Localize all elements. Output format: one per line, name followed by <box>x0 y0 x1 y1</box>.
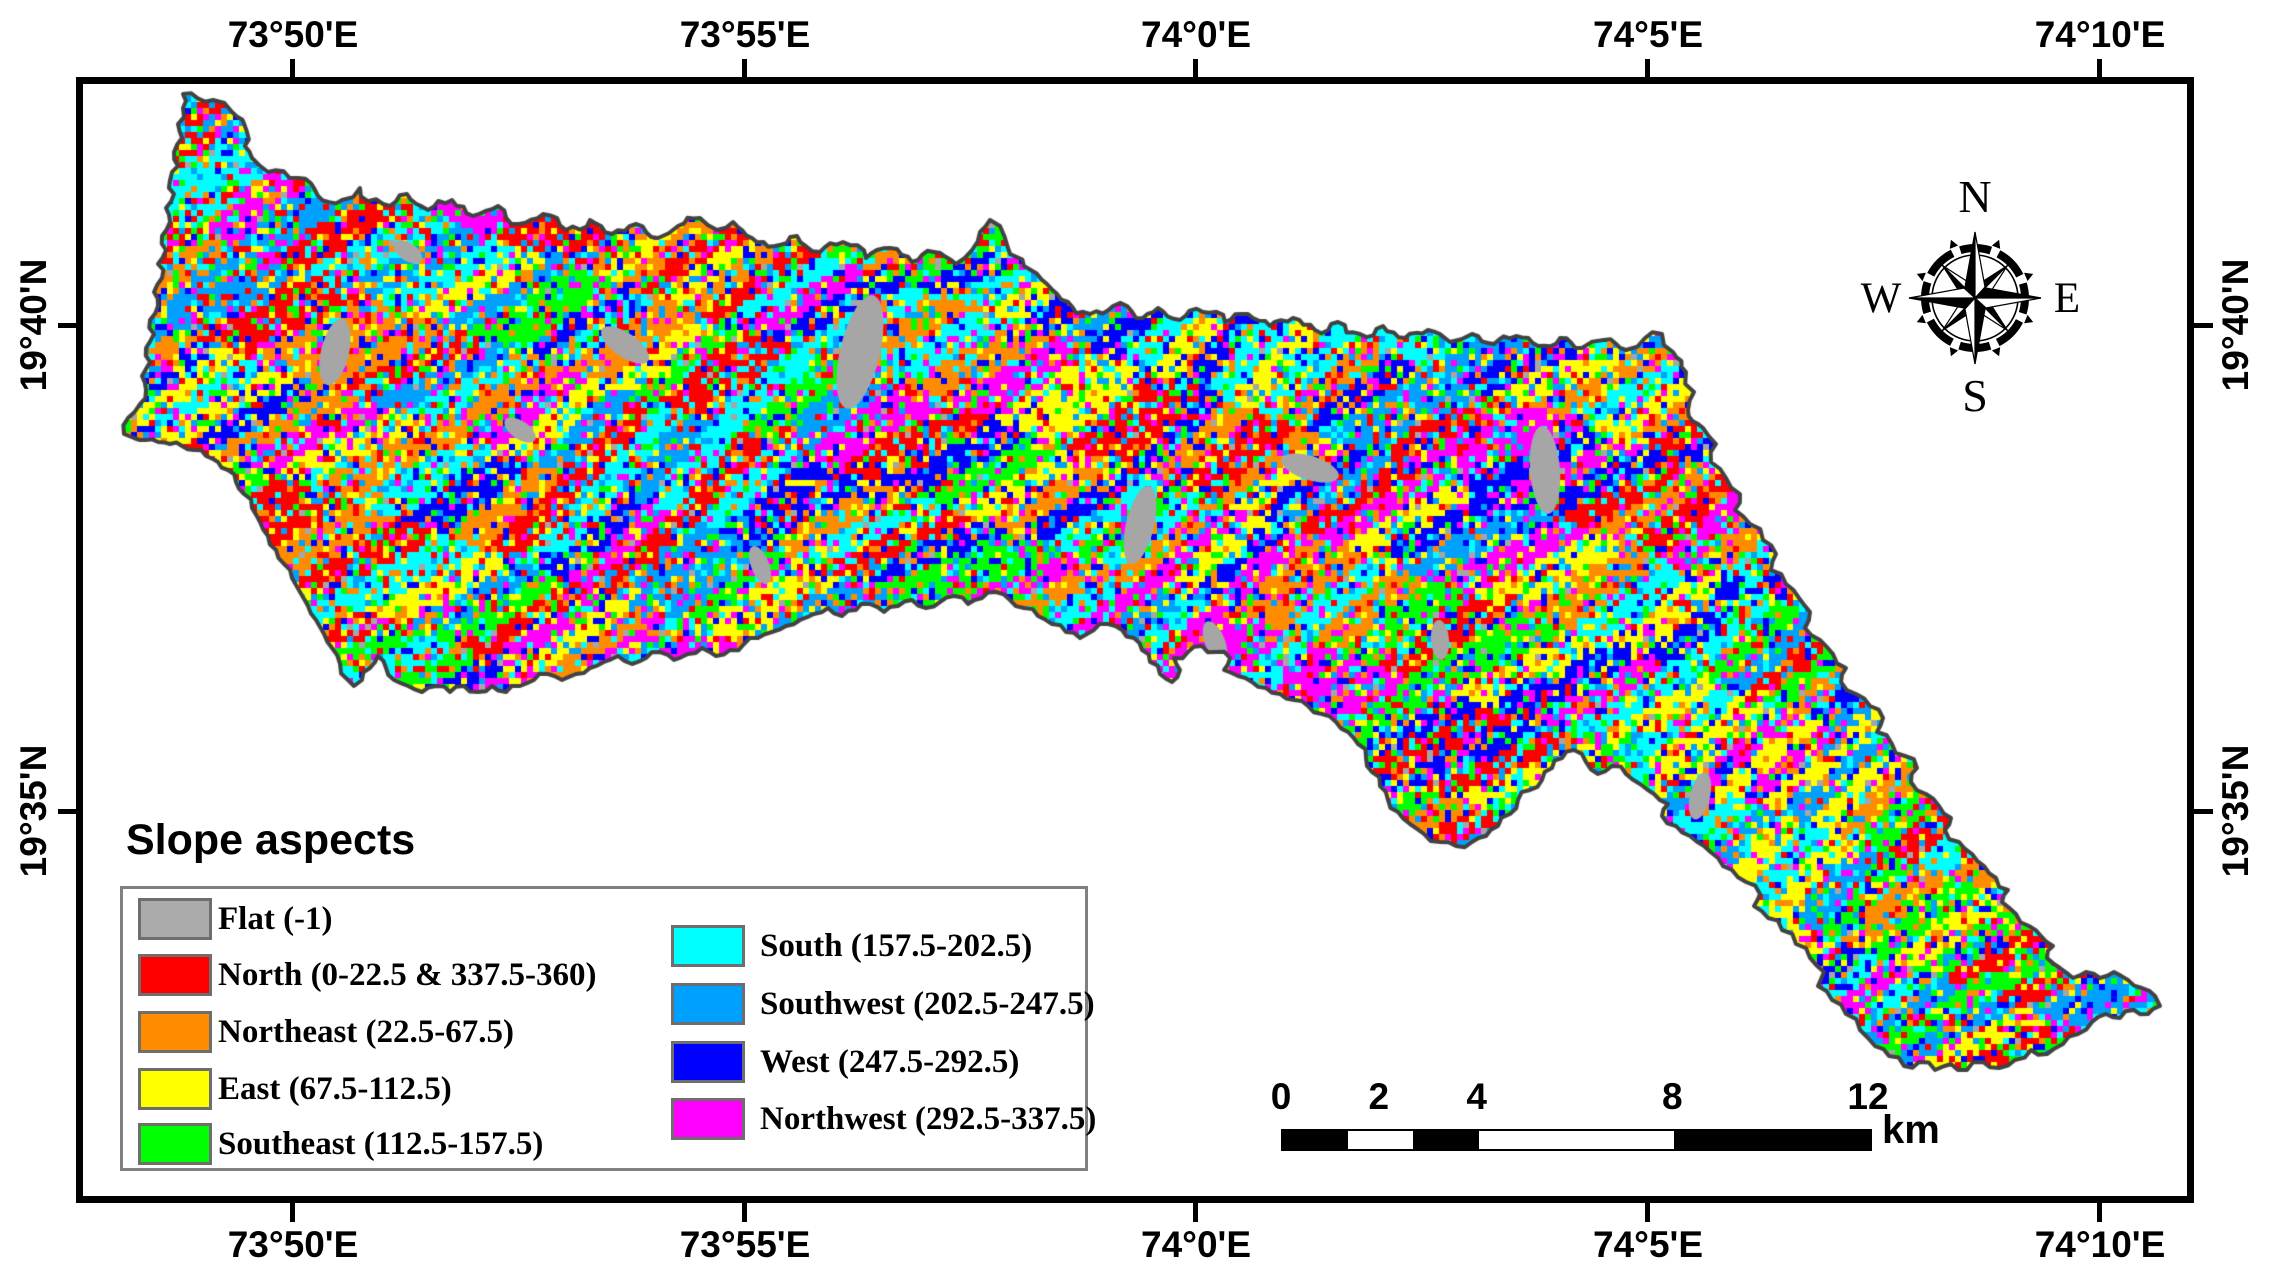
legend-title: Slope aspects <box>126 816 416 864</box>
legend-label-southeast: Southeast (112.5-157.5) <box>218 1126 544 1162</box>
legend-swatch-southeast <box>138 1123 212 1165</box>
lon-label-top: 74°10'E <box>2034 14 2166 55</box>
legend-swatch-south <box>671 925 745 967</box>
tick-mark <box>2194 323 2213 328</box>
tick-mark <box>1193 1203 1198 1222</box>
lon-label-top: 73°55'E <box>679 14 811 55</box>
legend-box: Flat (-1) North (0-22.5 & 337.5-360) Nor… <box>120 886 1096 1171</box>
scalebar-segment <box>1413 1131 1479 1149</box>
tick-mark <box>58 323 77 328</box>
scalebar-number: 0 <box>1270 1076 1292 1117</box>
scalebar-unit: km <box>1882 1108 1940 1152</box>
compass-rose: N S E W <box>1861 174 2080 421</box>
scalebar-segment <box>1348 1131 1414 1149</box>
scalebar-bar <box>1281 1129 1872 1151</box>
legend-label-north: North (0-22.5 & 337.5-360) <box>218 957 597 993</box>
scalebar: 0 2 4 8 12 <box>1271 1076 1889 1156</box>
compass-label-south: S <box>1962 370 1988 421</box>
legend-label-southwest: Southwest (202.5-247.5) <box>760 986 1095 1022</box>
lon-label-bottom: 74°5'E <box>1592 1224 1704 1265</box>
lon-label-bottom: 73°50'E <box>227 1224 359 1265</box>
compass-label-north: N <box>1958 174 1991 222</box>
legend-swatch-southwest <box>671 983 745 1025</box>
lon-label-top: 73°50'E <box>227 14 359 55</box>
legend-swatch-north <box>138 954 212 996</box>
tick-mark <box>742 1203 747 1222</box>
scalebar-number: 4 <box>1466 1076 1487 1117</box>
scalebar-number: 8 <box>1662 1076 1683 1117</box>
scalebar-number: 12 <box>1847 1076 1889 1117</box>
scalebar-number: 2 <box>1368 1076 1390 1117</box>
lat-label-left: 19°35'N <box>13 744 54 878</box>
scalebar-segment <box>1283 1131 1349 1149</box>
legend-swatch-northeast <box>138 1011 212 1053</box>
scalebar-segment <box>1674 1131 1870 1149</box>
lon-label-bottom: 74°10'E <box>2034 1224 2166 1265</box>
lat-label-right: 19°35'N <box>2215 744 2256 878</box>
tick-mark <box>290 59 295 78</box>
tick-mark <box>1645 1203 1650 1222</box>
tick-mark <box>58 809 77 814</box>
compass-label-west: W <box>1861 275 1902 322</box>
tick-mark <box>2097 59 2102 78</box>
lat-label-left: 19°40'N <box>13 258 54 392</box>
tick-mark <box>1193 59 1198 78</box>
scalebar-segment <box>1478 1131 1675 1149</box>
legend-label-east: East (67.5-112.5) <box>218 1071 452 1107</box>
lon-label-bottom: 74°0'E <box>1140 1224 1252 1265</box>
lon-label-top: 74°0'E <box>1140 14 1252 55</box>
legend-swatch-west <box>671 1041 745 1083</box>
legend-label-northwest: Northwest (292.5-337.5) <box>760 1101 1097 1137</box>
legend-label-northeast: Northeast (22.5-67.5) <box>218 1014 515 1050</box>
lon-label-top: 74°5'E <box>1592 14 1704 55</box>
lat-label-right: 19°40'N <box>2215 258 2256 392</box>
compass-star <box>1908 231 2042 365</box>
tick-mark <box>1645 59 1650 78</box>
tick-mark <box>742 59 747 78</box>
tick-mark <box>2194 809 2213 814</box>
legend-label-west: West (247.5-292.5) <box>760 1044 1020 1080</box>
tick-mark <box>2097 1203 2102 1222</box>
compass-label-east: E <box>2054 275 2080 322</box>
tick-mark <box>290 1203 295 1222</box>
legend-swatch-east <box>138 1068 212 1110</box>
compass-outer-ticks <box>1916 239 2034 357</box>
lon-label-bottom: 73°55'E <box>679 1224 811 1265</box>
legend-swatch-northwest <box>671 1098 745 1140</box>
legend-label-flat: Flat (-1) <box>218 901 333 937</box>
legend-swatch-flat <box>138 898 212 940</box>
legend-label-south: South (157.5-202.5) <box>760 928 1033 964</box>
